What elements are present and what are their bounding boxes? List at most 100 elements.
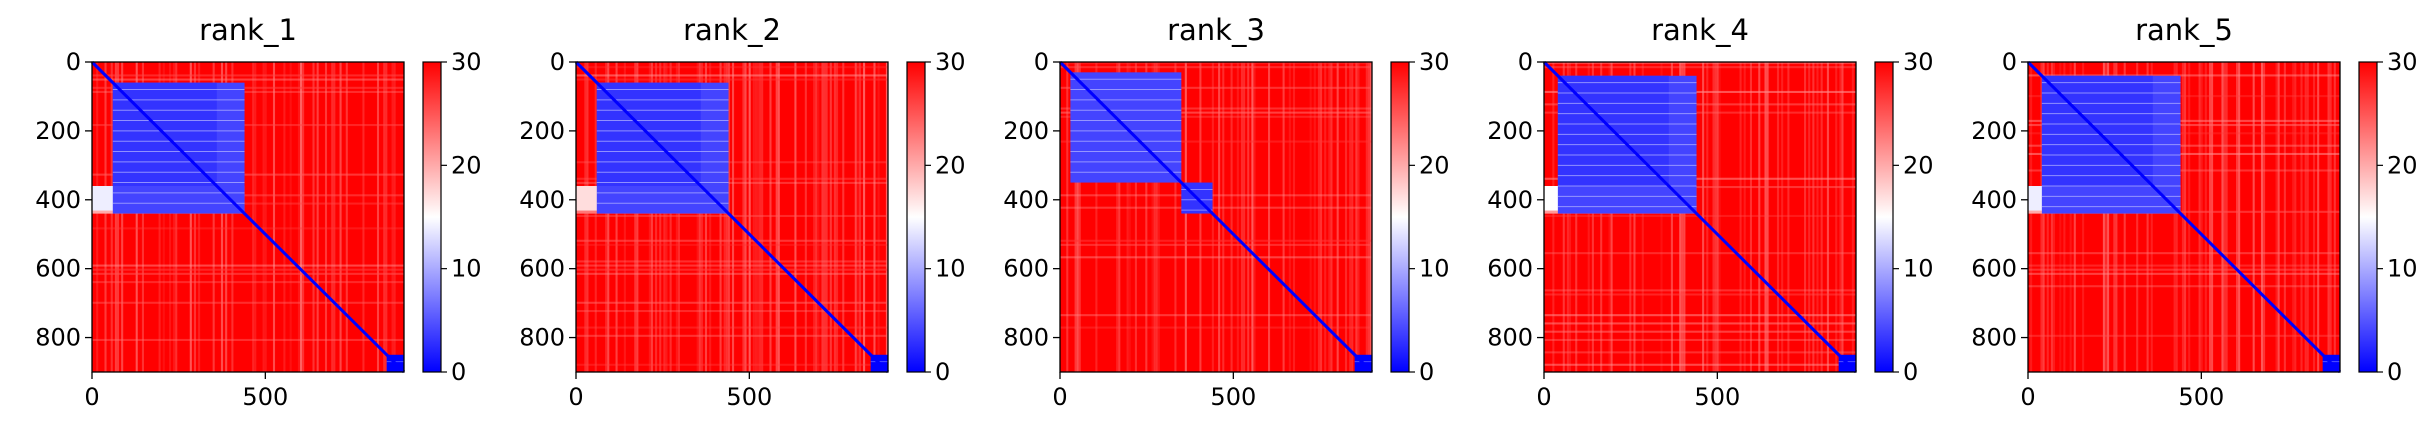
- texture-stripe: [2175, 62, 2178, 372]
- panel-title: rank_4: [1651, 13, 1749, 47]
- texture-stripe: [2292, 62, 2295, 372]
- colorbar-tick-label: 30: [2387, 48, 2418, 76]
- texture-stripe: [2333, 62, 2336, 372]
- texture-stripe: [2030, 62, 2033, 372]
- texture-stripe: [92, 272, 404, 275]
- texture-stripe: [116, 62, 120, 372]
- texture-stripe: [2238, 62, 2241, 372]
- texture-stripe: [576, 181, 888, 184]
- texture-stripe: [823, 62, 826, 372]
- texture-stripe: [283, 62, 286, 372]
- axes-frame: [1059, 61, 1373, 373]
- texture-stripe: [1544, 351, 1856, 354]
- texture-stripe: [121, 62, 124, 372]
- texture-stripe: [1351, 62, 1354, 372]
- texture-stripe: [1544, 338, 1856, 341]
- texture-stripe: [1820, 62, 1823, 372]
- texture-stripe: [312, 62, 315, 372]
- texture-stripe: [605, 62, 608, 372]
- texture-stripe: [1544, 363, 1856, 366]
- texture-stripe: [289, 62, 292, 372]
- texture-stripe: [576, 301, 888, 304]
- texture-stripe: [1349, 62, 1352, 372]
- texture-stripe: [1060, 194, 1372, 197]
- texture-stripe: [769, 62, 772, 372]
- colorbar-tick-label: 10: [935, 255, 966, 283]
- texture-stripe: [576, 66, 888, 69]
- x-tick-label: 500: [726, 383, 772, 411]
- texture-stripe: [576, 243, 888, 246]
- texture-stripe: [576, 264, 888, 267]
- texture-stripe: [1633, 62, 1636, 372]
- y-tick-label: 800: [1971, 324, 2017, 352]
- texture-stripe: [719, 62, 722, 372]
- texture-stripe: [1716, 62, 1719, 372]
- texture-stripe: [2277, 62, 2280, 372]
- texture-stripe: [576, 326, 888, 329]
- colorbar-tick-label: 0: [935, 358, 950, 386]
- texture-stripe: [168, 62, 172, 372]
- texture-stripe: [1552, 62, 1555, 372]
- texture-stripe: [2317, 62, 2320, 372]
- texture-stripe: [748, 62, 751, 372]
- texture-stripe: [2028, 95, 2340, 98]
- texture-stripe: [1060, 206, 1372, 209]
- panel-title: rank_5: [2135, 13, 2233, 47]
- texture-stripe: [300, 62, 303, 372]
- texture-stripe: [92, 227, 404, 230]
- texture-stripe: [1222, 62, 1225, 372]
- texture-stripe: [576, 334, 888, 337]
- texture-stripe: [393, 62, 396, 372]
- texture-stripe: [1591, 62, 1594, 372]
- texture-stripe: [1608, 62, 1611, 372]
- texture-stripe: [92, 90, 404, 93]
- texture-stripe: [92, 301, 404, 304]
- texture-stripe: [727, 62, 730, 372]
- texture-stripe: [1718, 62, 1721, 372]
- texture-stripe: [1336, 62, 1339, 372]
- texture-stripe: [2028, 272, 2340, 275]
- colorbar-gradient: [422, 61, 442, 373]
- texture-stripe: [1544, 293, 1856, 296]
- texture-stripe: [220, 62, 224, 372]
- texture-stripe: [1060, 62, 1372, 65]
- texture-stripe: [158, 62, 161, 372]
- texture-stripe: [225, 62, 228, 372]
- texture-stripe: [1060, 243, 1372, 246]
- texture-stripe: [829, 62, 832, 372]
- texture-stripe: [1060, 239, 1372, 242]
- texture-stripe: [659, 62, 662, 372]
- y-tick-label: 0: [1034, 48, 1049, 76]
- texture-stripe: [316, 62, 319, 372]
- y-tick-label: 0: [1518, 48, 1533, 76]
- texture-stripe: [2204, 62, 2207, 372]
- texture-stripe: [2327, 62, 2330, 372]
- texture-stripe: [339, 62, 342, 372]
- axes-frame: [2027, 61, 2341, 373]
- texture-stripe: [1804, 62, 1807, 372]
- texture-stripe: [92, 124, 404, 127]
- texture-stripe: [2223, 62, 2226, 372]
- x-tick-label: 500: [2178, 383, 2224, 411]
- axes-frame: [1543, 61, 1857, 373]
- colorbar-tick-label: 20: [935, 151, 966, 179]
- y-tick-label: 600: [1003, 255, 1049, 283]
- texture-stripe: [2028, 268, 2340, 271]
- x-tick-label: 0: [1052, 383, 1067, 411]
- texture-stripe: [1282, 62, 1285, 372]
- texture-stripe: [92, 264, 404, 267]
- colorbar-tick-label: 10: [451, 255, 482, 283]
- x-tick-label: 0: [1536, 383, 1551, 411]
- texture-stripe: [1781, 62, 1784, 372]
- colorbar-tick-label: 10: [2387, 255, 2418, 283]
- texture-stripe: [1126, 62, 1129, 372]
- texture-stripe: [1544, 252, 1856, 255]
- texture-stripe: [1355, 62, 1358, 372]
- colorbar-tick-label: 0: [451, 358, 466, 386]
- texture-stripe: [1243, 62, 1246, 372]
- texture-stripe: [1544, 289, 1856, 292]
- x-tick-label: 0: [568, 383, 583, 411]
- texture-stripe: [1544, 90, 1856, 93]
- colorbar-tick-label: 20: [1903, 151, 1934, 179]
- y-tick-label: 200: [35, 117, 81, 145]
